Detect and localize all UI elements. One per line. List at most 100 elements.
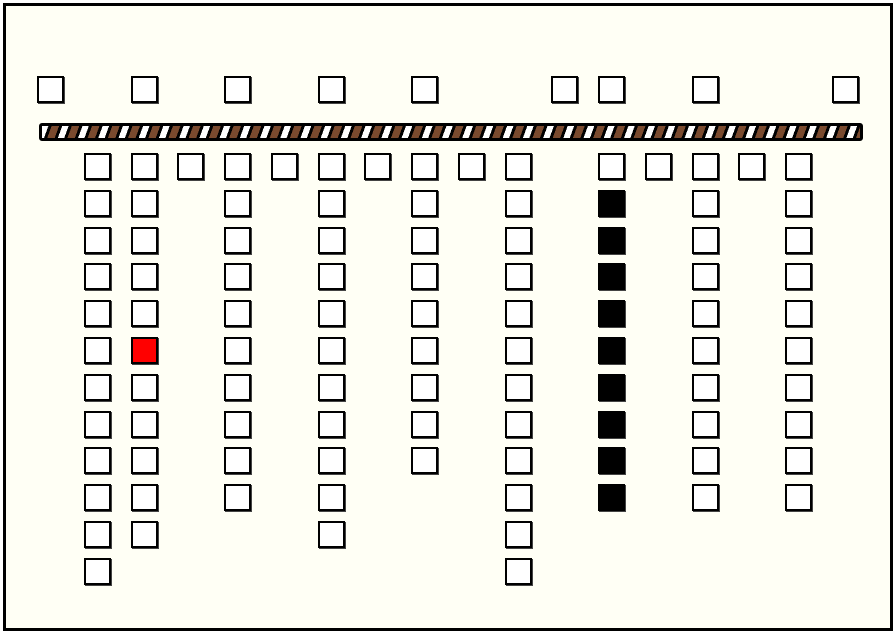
top-cell[interactable] xyxy=(224,76,251,103)
top-cell[interactable] xyxy=(832,76,859,103)
empty-cell[interactable] xyxy=(84,447,111,474)
empty-cell[interactable] xyxy=(131,374,158,401)
empty-cell[interactable] xyxy=(84,153,111,180)
empty-cell[interactable] xyxy=(84,300,111,327)
empty-cell[interactable] xyxy=(131,153,158,180)
top-cell[interactable] xyxy=(598,76,625,103)
empty-cell[interactable] xyxy=(84,374,111,401)
filled-cell[interactable] xyxy=(598,190,625,217)
empty-cell[interactable] xyxy=(785,374,812,401)
empty-cell[interactable] xyxy=(84,190,111,217)
empty-cell[interactable] xyxy=(131,411,158,438)
empty-cell[interactable] xyxy=(692,411,719,438)
empty-cell[interactable] xyxy=(84,263,111,290)
empty-cell[interactable] xyxy=(505,190,532,217)
empty-cell[interactable] xyxy=(645,153,672,180)
empty-cell[interactable] xyxy=(84,337,111,364)
empty-cell[interactable] xyxy=(458,153,485,180)
empty-cell[interactable] xyxy=(692,300,719,327)
top-cell[interactable] xyxy=(411,76,438,103)
empty-cell[interactable] xyxy=(505,521,532,548)
empty-cell[interactable] xyxy=(738,153,765,180)
empty-cell[interactable] xyxy=(785,300,812,327)
empty-cell[interactable] xyxy=(131,484,158,511)
empty-cell[interactable] xyxy=(692,447,719,474)
empty-cell[interactable] xyxy=(692,263,719,290)
empty-cell[interactable] xyxy=(692,190,719,217)
empty-cell[interactable] xyxy=(411,411,438,438)
empty-cell[interactable] xyxy=(84,521,111,548)
empty-cell[interactable] xyxy=(318,521,345,548)
selected-cell[interactable] xyxy=(131,337,158,364)
empty-cell[interactable] xyxy=(692,337,719,364)
empty-cell[interactable] xyxy=(224,300,251,327)
empty-cell[interactable] xyxy=(785,227,812,254)
empty-cell[interactable] xyxy=(785,263,812,290)
empty-cell[interactable] xyxy=(84,411,111,438)
empty-cell[interactable] xyxy=(224,447,251,474)
empty-cell[interactable] xyxy=(131,263,158,290)
empty-cell[interactable] xyxy=(318,411,345,438)
filled-cell[interactable] xyxy=(598,337,625,364)
empty-cell[interactable] xyxy=(318,484,345,511)
empty-cell[interactable] xyxy=(505,447,532,474)
empty-cell[interactable] xyxy=(177,153,204,180)
empty-cell[interactable] xyxy=(785,190,812,217)
empty-cell[interactable] xyxy=(131,447,158,474)
empty-cell[interactable] xyxy=(411,300,438,327)
empty-cell[interactable] xyxy=(785,411,812,438)
empty-cell[interactable] xyxy=(505,374,532,401)
empty-cell[interactable] xyxy=(505,227,532,254)
empty-cell[interactable] xyxy=(785,153,812,180)
empty-cell[interactable] xyxy=(224,227,251,254)
empty-cell[interactable] xyxy=(411,337,438,364)
empty-cell[interactable] xyxy=(318,337,345,364)
empty-cell[interactable] xyxy=(411,447,438,474)
empty-cell[interactable] xyxy=(318,227,345,254)
empty-cell[interactable] xyxy=(411,227,438,254)
filled-cell[interactable] xyxy=(598,263,625,290)
top-cell[interactable] xyxy=(551,76,578,103)
empty-cell[interactable] xyxy=(271,153,298,180)
empty-cell[interactable] xyxy=(84,227,111,254)
empty-cell[interactable] xyxy=(505,337,532,364)
top-cell[interactable] xyxy=(692,76,719,103)
empty-cell[interactable] xyxy=(598,153,625,180)
top-cell[interactable] xyxy=(131,76,158,103)
empty-cell[interactable] xyxy=(131,300,158,327)
empty-cell[interactable] xyxy=(692,227,719,254)
filled-cell[interactable] xyxy=(598,374,625,401)
empty-cell[interactable] xyxy=(224,337,251,364)
empty-cell[interactable] xyxy=(224,484,251,511)
filled-cell[interactable] xyxy=(598,227,625,254)
empty-cell[interactable] xyxy=(318,447,345,474)
empty-cell[interactable] xyxy=(411,153,438,180)
empty-cell[interactable] xyxy=(318,263,345,290)
empty-cell[interactable] xyxy=(505,484,532,511)
empty-cell[interactable] xyxy=(505,300,532,327)
empty-cell[interactable] xyxy=(224,263,251,290)
empty-cell[interactable] xyxy=(692,484,719,511)
empty-cell[interactable] xyxy=(364,153,391,180)
empty-cell[interactable] xyxy=(318,300,345,327)
empty-cell[interactable] xyxy=(131,190,158,217)
empty-cell[interactable] xyxy=(318,153,345,180)
filled-cell[interactable] xyxy=(598,484,625,511)
empty-cell[interactable] xyxy=(224,153,251,180)
empty-cell[interactable] xyxy=(505,558,532,585)
empty-cell[interactable] xyxy=(785,484,812,511)
empty-cell[interactable] xyxy=(84,558,111,585)
filled-cell[interactable] xyxy=(598,411,625,438)
empty-cell[interactable] xyxy=(692,153,719,180)
empty-cell[interactable] xyxy=(84,484,111,511)
empty-cell[interactable] xyxy=(505,263,532,290)
empty-cell[interactable] xyxy=(692,374,719,401)
empty-cell[interactable] xyxy=(224,411,251,438)
filled-cell[interactable] xyxy=(598,300,625,327)
empty-cell[interactable] xyxy=(411,190,438,217)
empty-cell[interactable] xyxy=(785,447,812,474)
empty-cell[interactable] xyxy=(505,153,532,180)
empty-cell[interactable] xyxy=(785,337,812,364)
empty-cell[interactable] xyxy=(411,263,438,290)
empty-cell[interactable] xyxy=(224,190,251,217)
